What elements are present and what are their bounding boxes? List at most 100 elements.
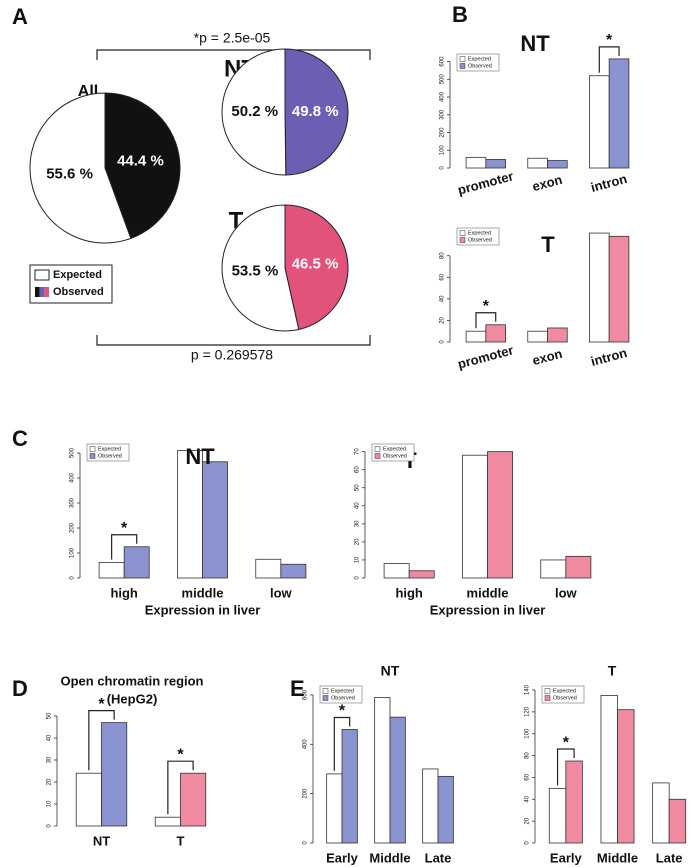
x-tick-label: Late <box>656 850 683 865</box>
x-tick-label: promoter <box>456 168 515 197</box>
pie-slice <box>104 92 181 240</box>
y-tick-label: 100 <box>525 728 531 739</box>
significance-bracket <box>88 710 115 771</box>
slice-label: 46.5 % <box>292 256 339 273</box>
bar <box>589 75 610 169</box>
significance-bracket <box>475 312 497 329</box>
bar <box>589 232 610 343</box>
bar <box>383 563 410 579</box>
legend-label: Observed <box>468 63 492 69</box>
y-tick-label: 80 <box>525 752 531 759</box>
bar <box>280 563 307 579</box>
legend-label: Expected <box>331 688 354 694</box>
bar <box>154 816 181 827</box>
significance-star: * <box>606 32 613 49</box>
y-tick-label: 0 <box>70 576 76 580</box>
x-tick-label: T <box>177 833 185 848</box>
significance-bracket <box>167 760 194 815</box>
bar <box>565 555 592 579</box>
x-tick-label: low <box>270 585 293 600</box>
significance-star: * <box>483 298 490 315</box>
y-tick-label: 0 <box>355 576 361 580</box>
legend-label: Observed <box>331 695 355 701</box>
y-tick-label: 30 <box>355 520 361 527</box>
bar <box>485 159 506 169</box>
x-axis-label: Expression in liver <box>145 602 261 617</box>
pie-slice <box>284 48 349 176</box>
y-tick-label: 300 <box>440 109 446 120</box>
legend-label: Expected <box>553 688 576 694</box>
bar <box>608 235 630 343</box>
y-tick-label: 20 <box>47 778 53 785</box>
bar <box>75 772 102 827</box>
y-tick-label: 20 <box>525 817 531 824</box>
x-tick-label: intron <box>589 171 629 195</box>
y-tick-label: 120 <box>525 706 531 717</box>
significance-bracket <box>598 46 620 73</box>
legend-swatch <box>544 695 551 701</box>
chart-title: Open chromatin region <box>60 673 203 688</box>
legend-swatch <box>44 287 49 297</box>
y-tick-label: 0 <box>440 166 446 170</box>
legend-label: Observed <box>553 695 577 701</box>
y-tick-label: 140 <box>525 684 531 695</box>
bar <box>547 160 568 169</box>
panel-letter: E <box>290 676 305 701</box>
x-tick-label: high <box>395 585 422 600</box>
slice-label: 55.6 % <box>46 165 93 182</box>
y-tick-label: 400 <box>70 472 76 483</box>
chart-subtitle: (HepG2) <box>107 691 158 706</box>
x-tick-label: middle <box>182 585 224 600</box>
y-tick-label: 20 <box>355 538 361 545</box>
bar <box>527 157 548 169</box>
bar <box>101 722 128 827</box>
bar <box>462 454 488 579</box>
pie-slice <box>221 48 287 176</box>
y-tick-label: 10 <box>355 556 361 563</box>
legend-box <box>86 443 130 462</box>
y-tick-label: 0 <box>440 340 446 344</box>
legend-box <box>319 685 363 704</box>
y-tick-label: 10 <box>47 800 53 807</box>
bar <box>374 697 391 844</box>
x-tick-label: Early <box>326 850 359 865</box>
legend-box <box>456 53 500 72</box>
y-tick-label: 100 <box>70 547 76 558</box>
bar <box>341 729 358 844</box>
chart-title: T <box>608 663 617 679</box>
legend-swatch <box>544 688 551 694</box>
bar <box>547 327 568 343</box>
significance-bracket <box>96 335 371 346</box>
slice-label: 53.5 % <box>232 262 279 279</box>
panel-letter: D <box>12 676 28 701</box>
y-tick-label: 40 <box>47 734 53 741</box>
chart-title: NT <box>381 663 400 679</box>
bar <box>202 461 228 579</box>
significance-star: * <box>98 696 105 713</box>
x-tick-label: high <box>110 585 137 600</box>
x-tick-label: intron <box>589 345 629 369</box>
significance-bracket <box>111 534 138 560</box>
significance-bracket <box>333 716 351 771</box>
bar <box>617 709 635 844</box>
bar <box>123 546 150 579</box>
legend-box <box>541 685 585 704</box>
bar <box>326 773 343 844</box>
legend-swatch <box>35 287 40 297</box>
legend-label: Expected <box>98 446 121 452</box>
legend-swatch <box>459 237 466 243</box>
x-axis-label: Expression in liver <box>430 602 546 617</box>
legend-label: Expected <box>468 56 491 62</box>
legend-swatch <box>459 63 466 69</box>
significance-star: * <box>177 746 184 763</box>
legend-swatch <box>34 269 50 281</box>
y-tick-label: 600 <box>303 689 309 700</box>
p-value: p = 0.269578 <box>191 347 273 363</box>
x-tick-label: exon <box>531 346 564 368</box>
x-tick-label: NT <box>93 833 110 848</box>
y-tick-label: 60 <box>525 773 531 780</box>
bar <box>465 330 487 343</box>
legend-swatch <box>322 688 329 694</box>
y-tick-label: 0 <box>525 841 531 845</box>
